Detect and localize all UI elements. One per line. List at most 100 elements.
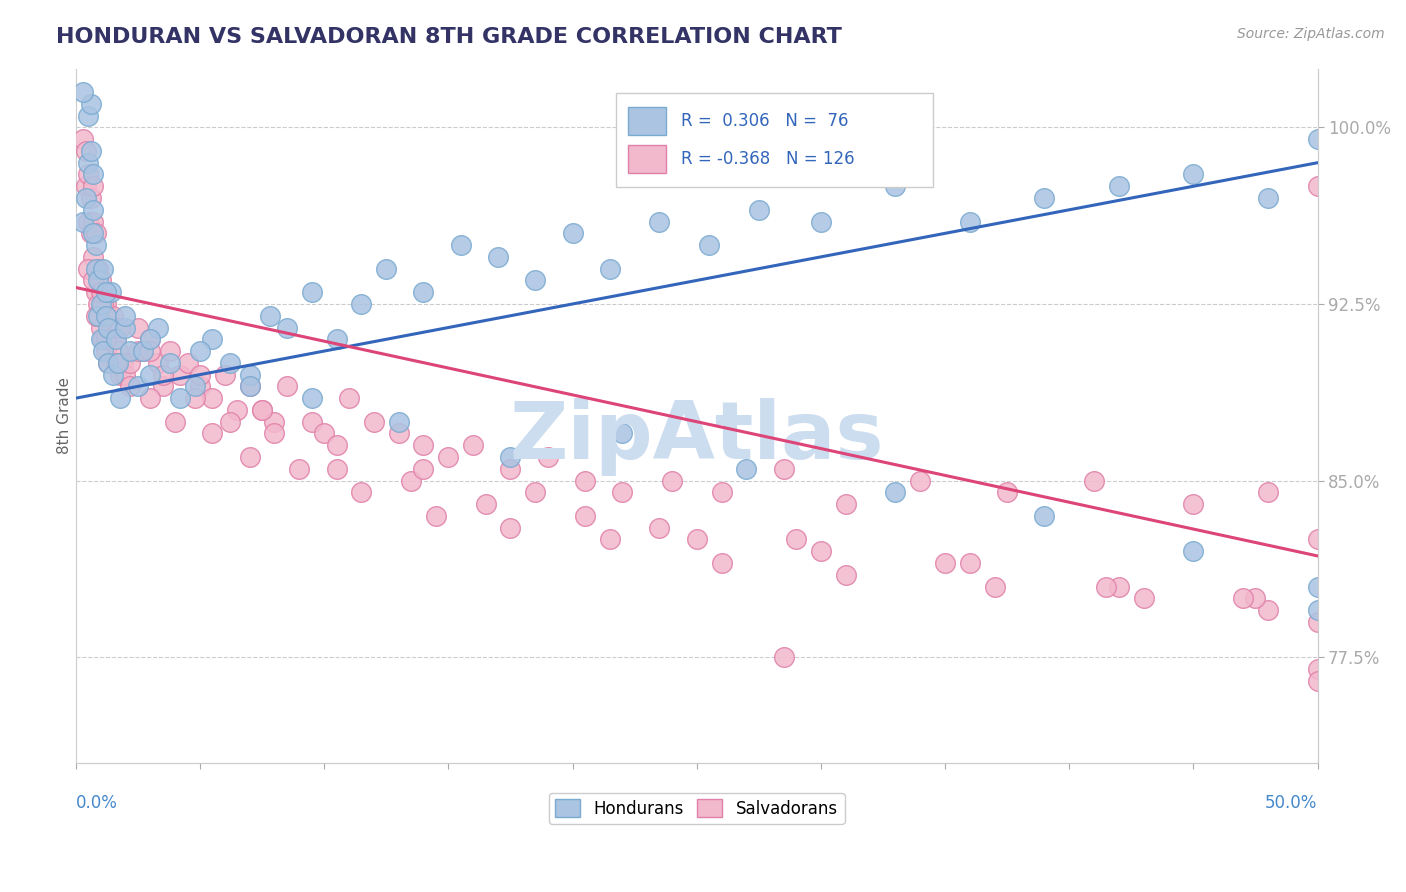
Point xyxy=(612,426,634,441)
Point xyxy=(184,379,207,393)
Point xyxy=(218,415,240,429)
Point xyxy=(84,238,107,252)
Point xyxy=(110,320,132,334)
Point xyxy=(263,415,285,429)
Point xyxy=(463,438,485,452)
Point xyxy=(412,438,434,452)
Point xyxy=(188,379,211,393)
FancyBboxPatch shape xyxy=(628,145,665,173)
Point xyxy=(1257,191,1279,205)
Point xyxy=(101,309,124,323)
Point xyxy=(363,415,385,429)
Point xyxy=(120,379,142,393)
Point xyxy=(201,391,224,405)
Point xyxy=(110,391,132,405)
Point xyxy=(1182,168,1205,182)
Point xyxy=(810,214,832,228)
Point xyxy=(132,344,155,359)
Point xyxy=(132,344,155,359)
Point xyxy=(250,403,273,417)
Point xyxy=(934,556,956,570)
Point xyxy=(84,261,107,276)
Point xyxy=(97,320,120,334)
Point xyxy=(399,474,422,488)
Point xyxy=(90,273,112,287)
Point xyxy=(259,309,281,323)
Point xyxy=(159,356,181,370)
Point xyxy=(772,462,794,476)
Point xyxy=(165,415,187,429)
Point xyxy=(77,109,100,123)
Point xyxy=(1306,179,1329,194)
Point xyxy=(697,238,720,252)
Point xyxy=(314,426,336,441)
Point xyxy=(375,261,398,276)
Point xyxy=(908,474,931,488)
Point xyxy=(75,191,97,205)
FancyBboxPatch shape xyxy=(616,93,932,186)
Point xyxy=(599,261,621,276)
Point xyxy=(82,250,104,264)
Point xyxy=(104,356,127,370)
Point xyxy=(1306,603,1329,617)
Point xyxy=(82,214,104,228)
Point xyxy=(72,214,94,228)
Point xyxy=(139,332,162,346)
Point xyxy=(325,332,347,346)
Point xyxy=(263,426,285,441)
Point xyxy=(94,332,117,346)
Point xyxy=(648,214,671,228)
Point xyxy=(188,344,211,359)
Point xyxy=(1182,497,1205,511)
Point xyxy=(884,485,907,500)
Point xyxy=(101,368,124,382)
Point xyxy=(77,214,100,228)
Point xyxy=(959,556,981,570)
Point xyxy=(288,462,311,476)
Point xyxy=(82,168,104,182)
Text: 0.0%: 0.0% xyxy=(76,795,118,813)
Point xyxy=(1095,580,1118,594)
Point xyxy=(82,202,104,217)
Point xyxy=(250,403,273,417)
Text: R =  0.306   N =  76: R = 0.306 N = 76 xyxy=(681,112,848,130)
Y-axis label: 8th Grade: 8th Grade xyxy=(58,377,72,454)
Point xyxy=(810,544,832,558)
Point xyxy=(87,273,110,287)
Point xyxy=(169,368,191,382)
Point xyxy=(152,368,174,382)
Point xyxy=(574,508,596,523)
Point xyxy=(120,356,142,370)
Point xyxy=(146,356,169,370)
Point xyxy=(91,297,114,311)
Point xyxy=(486,250,509,264)
Point xyxy=(90,320,112,334)
Point xyxy=(1083,474,1105,488)
Point xyxy=(1132,591,1154,606)
Point xyxy=(735,462,758,476)
Point xyxy=(537,450,560,464)
Point xyxy=(84,309,107,323)
Point xyxy=(612,485,634,500)
Point xyxy=(239,450,262,464)
Point xyxy=(80,191,103,205)
Point xyxy=(686,533,709,547)
Point xyxy=(1232,591,1254,606)
Point xyxy=(120,344,142,359)
Point xyxy=(450,238,472,252)
Point xyxy=(90,285,112,300)
Point xyxy=(412,462,434,476)
Point xyxy=(80,227,103,241)
Point xyxy=(661,474,683,488)
Point xyxy=(959,214,981,228)
Point xyxy=(1257,485,1279,500)
Point xyxy=(388,415,411,429)
Point xyxy=(104,332,127,346)
Point xyxy=(524,485,547,500)
Point xyxy=(1306,673,1329,688)
Point xyxy=(710,485,733,500)
Point xyxy=(80,144,103,158)
Point xyxy=(94,285,117,300)
Point xyxy=(1182,544,1205,558)
Point xyxy=(561,227,583,241)
